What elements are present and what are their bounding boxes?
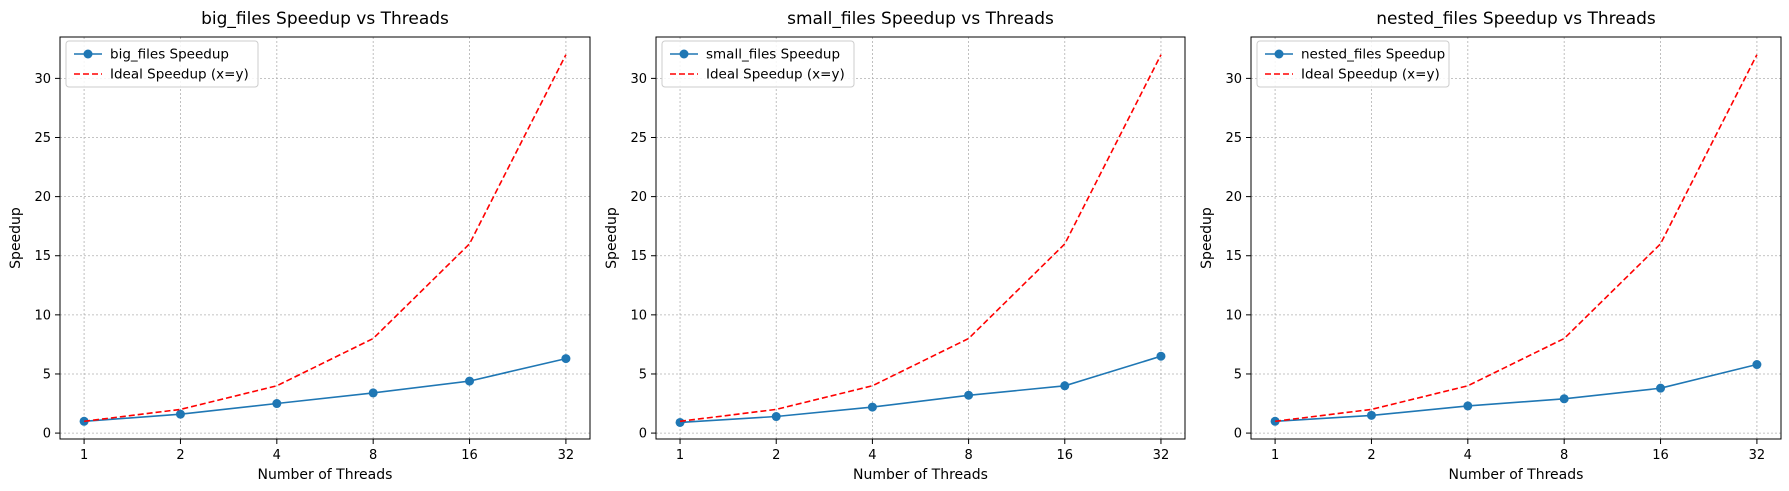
- data-point: [867, 402, 877, 412]
- x-tick-label: 4: [1464, 448, 1472, 463]
- x-axis-label: Number of Threads: [258, 467, 393, 483]
- x-tick-label: 2: [772, 448, 780, 463]
- legend: small_files Speedup Ideal Speedup (x=y): [661, 40, 855, 88]
- data-point: [1060, 381, 1070, 391]
- data-point: [675, 417, 685, 427]
- series-line-1: [679, 355, 1162, 424]
- data-point: [1752, 360, 1762, 370]
- y-tick-label: 0: [639, 427, 647, 442]
- y-tick-label: 30: [630, 72, 647, 87]
- legend-box: [65, 40, 259, 88]
- x-tick-label: 32: [558, 448, 575, 463]
- data-point: [1366, 410, 1376, 420]
- y-tick-label: 15: [34, 249, 51, 264]
- series-line-2: [1275, 54, 1758, 423]
- series-line-2: [84, 54, 567, 423]
- y-tick-label: 20: [1225, 190, 1242, 205]
- y-tick-label: 5: [43, 367, 51, 382]
- y-tick-label: 0: [43, 427, 51, 442]
- data-point: [272, 399, 282, 409]
- y-tick-label: 10: [630, 308, 647, 323]
- x-tick-label: 16: [1652, 448, 1669, 463]
- data-point: [175, 409, 185, 419]
- y-axis-label: Speedup: [1199, 207, 1215, 269]
- legend-entry-label: Ideal Speedup (x=y): [706, 67, 845, 83]
- legend-entry-label: Ideal Speedup (x=y): [110, 67, 249, 83]
- y-tick-label: 30: [34, 72, 51, 87]
- legend-box: [661, 40, 855, 88]
- data-point: [368, 388, 378, 398]
- legend-entry-label: Ideal Speedup (x=y): [1301, 67, 1440, 83]
- axes-frame: [1250, 36, 1782, 440]
- legend-entry-label: small_files Speedup: [706, 47, 840, 63]
- x-tick-label: 16: [461, 448, 478, 463]
- y-axis-label: Speedup: [604, 207, 620, 269]
- y-tick-label: 10: [34, 308, 51, 323]
- y-tick-label: 25: [1225, 131, 1242, 146]
- y-axis-label: Speedup: [8, 207, 24, 269]
- data-point: [1559, 394, 1569, 404]
- y-tick-label: 5: [639, 367, 647, 382]
- chart-title: nested_files Speedup vs Threads: [1376, 9, 1656, 29]
- x-tick-label: 2: [176, 448, 184, 463]
- y-tick-label: 5: [1234, 367, 1242, 382]
- chart-panel-1: 1 2 4 8 16 32 0 5 10 15 20 25 30 big_files Speedup Ide…: [8, 9, 591, 483]
- legend: big_files Speedup Ideal Speedup (x=y): [65, 40, 259, 88]
- x-tick-label: 1: [1271, 448, 1279, 463]
- data-point: [561, 354, 571, 364]
- data-point: [465, 376, 475, 386]
- axes-frame: [59, 36, 591, 440]
- y-tick-label: 30: [1225, 72, 1242, 87]
- x-tick-label: 8: [1560, 448, 1568, 463]
- x-tick-label: 4: [273, 448, 281, 463]
- y-tick-label: 25: [34, 131, 51, 146]
- chart-title: big_files Speedup vs Threads: [201, 9, 449, 29]
- series-line-1: [84, 357, 567, 423]
- data-point: [1156, 351, 1166, 361]
- y-tick-label: 20: [34, 190, 51, 205]
- legend-box: [1256, 40, 1450, 88]
- x-tick-label: 32: [1749, 448, 1766, 463]
- data-point: [1270, 416, 1280, 426]
- legend-marker: [1274, 49, 1284, 59]
- legend-entry-label: nested_files Speedup: [1301, 47, 1445, 63]
- data-point: [1463, 401, 1473, 411]
- y-tick-label: 20: [630, 190, 647, 205]
- x-tick-label: 32: [1153, 448, 1170, 463]
- x-tick-label: 8: [369, 448, 377, 463]
- y-tick-label: 15: [630, 249, 647, 264]
- data-point: [771, 412, 781, 422]
- y-tick-label: 25: [630, 131, 647, 146]
- legend-marker: [83, 49, 93, 59]
- chart-title: small_files Speedup vs Threads: [787, 9, 1054, 29]
- chart-panel-2: 1 2 4 8 16 32 0 5 10 15 20 25 30 small_files Speedup I…: [604, 9, 1186, 483]
- axes-frame: [655, 36, 1186, 440]
- x-axis-label: Number of Threads: [853, 467, 988, 483]
- y-tick-label: 0: [1234, 427, 1242, 442]
- x-tick-label: 4: [868, 448, 876, 463]
- legend-marker: [679, 49, 689, 59]
- y-tick-label: 10: [1225, 308, 1242, 323]
- legend-entry-label: big_files Speedup: [110, 47, 229, 63]
- x-tick-label: 1: [676, 448, 684, 463]
- y-tick-label: 15: [1225, 249, 1242, 264]
- x-axis-label: Number of Threads: [1449, 467, 1584, 483]
- x-tick-label: 16: [1056, 448, 1073, 463]
- legend: nested_files Speedup Ideal Speedup (x=y): [1256, 40, 1450, 88]
- data-point: [79, 416, 89, 426]
- series-line-1: [1275, 363, 1758, 423]
- x-tick-label: 8: [964, 448, 972, 463]
- x-tick-label: 2: [1367, 448, 1375, 463]
- x-tick-label: 1: [80, 448, 88, 463]
- data-point: [964, 390, 974, 400]
- chart-panel-3: 1 2 4 8 16 32 0 5 10 15 20 25 30 nested_files Speedup…: [1199, 9, 1782, 483]
- series-line-2: [679, 54, 1162, 423]
- data-point: [1656, 383, 1666, 393]
